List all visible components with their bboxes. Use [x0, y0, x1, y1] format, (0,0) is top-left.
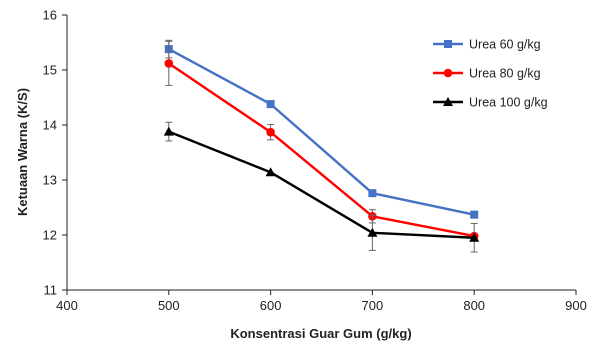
x-tick-label: 800	[463, 298, 485, 313]
legend-label: Urea 100 g/kg	[469, 96, 548, 110]
series-layer	[163, 39, 480, 253]
legend-marker	[444, 40, 452, 48]
x-tick-label: 500	[158, 298, 180, 313]
x-axis-title: Konsentrasi Guar Gum (g/kg)	[230, 326, 411, 341]
series-line	[168, 48, 475, 216]
x-tick-label: 400	[56, 298, 78, 313]
data-point	[470, 210, 479, 219]
legend-marker	[443, 68, 453, 78]
legend-label: Urea 60 g/kg	[469, 38, 541, 52]
legend-item: Urea 100 g/kg	[433, 96, 548, 110]
data-point	[266, 127, 275, 137]
legend: Urea 60 g/kg Urea 80 g/kg Urea 100 g/kg	[433, 38, 548, 110]
x-tick-label: 600	[260, 298, 282, 313]
legend-marker	[443, 97, 453, 106]
ticks: 400 500 600 700 800 900 11 12 13 14 15 16	[43, 8, 587, 314]
data-point	[163, 126, 174, 136]
legend-item: Urea 60 g/kg	[433, 38, 541, 52]
x-tick-label: 700	[362, 298, 384, 313]
series-3	[163, 121, 480, 253]
data-point	[469, 232, 480, 242]
y-tick-label: 15	[43, 63, 57, 78]
y-tick-label: 16	[43, 8, 57, 23]
legend-label: Urea 80 g/kg	[469, 67, 541, 81]
y-tick-label: 11	[44, 283, 58, 298]
axes	[66, 15, 576, 291]
data-point	[164, 59, 174, 68]
x-tick-label: 900	[565, 298, 587, 313]
series-line	[168, 62, 475, 238]
series-line	[168, 130, 475, 239]
y-tick-label: 14	[43, 118, 57, 133]
data-point	[266, 100, 275, 109]
y-tick-label: 12	[43, 228, 57, 243]
data-point	[367, 227, 378, 237]
data-point	[265, 167, 276, 177]
data-point	[368, 189, 377, 198]
y-axis-title: Ketuaan Warna (K/S)	[15, 88, 30, 216]
legend-item: Urea 80 g/kg	[433, 67, 541, 81]
y-tick-label: 13	[43, 173, 57, 188]
